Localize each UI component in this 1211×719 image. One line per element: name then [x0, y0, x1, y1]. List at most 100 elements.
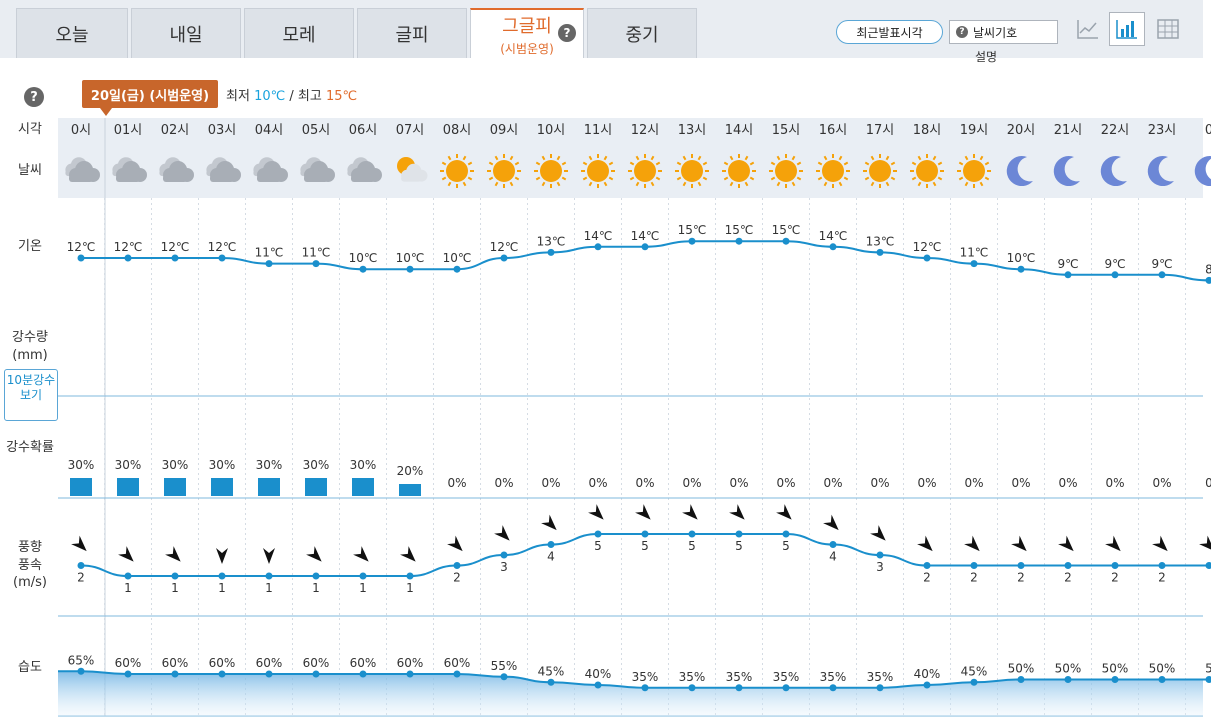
chart-help-icon[interactable]: ?: [24, 87, 44, 107]
sun-part: [775, 160, 797, 182]
sunny-icon: [487, 154, 521, 188]
wind-arrow-shape: [682, 504, 698, 520]
wind-arrow-icon: [823, 514, 839, 531]
night-icon: [1100, 156, 1127, 187]
day-badge: 20일(금) (시범운영): [82, 80, 218, 116]
sun-ray: [749, 176, 755, 181]
wind-point: [1017, 562, 1025, 569]
sun-ray: [911, 176, 917, 181]
tab-3days[interactable]: 글피: [357, 8, 467, 58]
sun-ray: [462, 155, 467, 161]
temperature-point: [1017, 265, 1025, 273]
recent-release-button[interactable]: 최근발표시각: [836, 20, 943, 44]
wind-point: [594, 530, 602, 538]
help-icon[interactable]: ?: [558, 24, 576, 42]
sun-ray: [441, 161, 447, 166]
humidity-label: 5: [1205, 662, 1211, 676]
wind-arrow-icon: [917, 535, 933, 552]
temperature-point: [1111, 271, 1119, 279]
hour-label: 04시: [255, 123, 284, 138]
sun-ray: [635, 155, 640, 161]
line-chart-icon[interactable]: [1070, 12, 1106, 46]
wind-point: [1158, 562, 1166, 569]
wind-speed-label: 5: [735, 539, 743, 553]
wind-arrow-shape: [635, 504, 651, 520]
temperature-point: [923, 254, 931, 262]
sun-ray: [964, 181, 969, 187]
precip-unit: (mm): [12, 347, 48, 363]
pop-label: 0%: [776, 476, 795, 490]
sun-ray: [984, 176, 990, 181]
wind-point: [171, 572, 179, 580]
wind-speed-label: 2: [1111, 571, 1119, 585]
humidity-point: [1111, 676, 1119, 683]
wind-speed-label: 5: [594, 539, 602, 553]
cloud-part: [257, 175, 281, 182]
temperature-point: [312, 260, 320, 268]
temperature-point: [171, 254, 179, 262]
cloud-part: [304, 175, 328, 182]
wind-arrow-shape: [216, 548, 228, 564]
pop-label: 0%: [1011, 476, 1030, 490]
temperature-label: 12℃: [67, 240, 96, 254]
cloudy-icon: [206, 157, 241, 182]
temperature-point: [500, 254, 508, 262]
humidity-label: 50%: [1102, 662, 1129, 676]
temperature-label: 12℃: [208, 240, 237, 254]
sun-ray: [509, 155, 514, 161]
temperature-point: [406, 265, 414, 273]
tab-today[interactable]: 오늘: [16, 8, 128, 58]
temperature-point: [124, 254, 132, 262]
sunny-icon: [816, 154, 850, 188]
wind-point: [547, 541, 555, 548]
wind-point: [829, 541, 837, 548]
table-icon[interactable]: [1150, 12, 1186, 46]
bar-chart-icon[interactable]: [1109, 12, 1145, 46]
hour-label: 01시: [114, 123, 143, 138]
wind-arrow-shape: [263, 548, 275, 564]
min-temp-value: 10℃: [254, 89, 286, 104]
humidity-label: 50%: [1149, 662, 1176, 676]
row-label-time: 시각: [18, 122, 42, 137]
sun-ray: [723, 161, 729, 166]
tab-midterm[interactable]: 중기: [587, 8, 697, 58]
wind-speed-label: 5: [688, 539, 696, 553]
tab-tomorrow[interactable]: 내일: [131, 8, 241, 58]
pop-bar: [305, 478, 327, 496]
ten-min-precip-button[interactable]: 10분강수보기: [4, 369, 58, 421]
sunny-icon: [581, 154, 615, 188]
weather-symbol-button[interactable]: ? 날씨기호: [949, 20, 1058, 44]
pop-bar: [211, 478, 233, 496]
wind-point: [265, 572, 273, 580]
humidity-label: 40%: [585, 667, 612, 681]
sun-part: [963, 160, 985, 182]
cloudy-icon: [253, 157, 288, 182]
wind-speed-label: 3: [500, 560, 508, 574]
night-icon: [1194, 156, 1211, 187]
tab-day-after[interactable]: 모레: [244, 8, 354, 58]
sun-ray: [890, 161, 896, 166]
sunny-icon: [957, 154, 991, 188]
wind-arrow-shape: [1105, 535, 1121, 552]
weather-symbol-desc: 설명: [975, 50, 998, 64]
cloud-part: [351, 175, 375, 182]
sun-ray: [655, 176, 661, 181]
wind-point: [312, 572, 320, 580]
humidity-point: [970, 678, 978, 686]
hour-label: 0시: [71, 123, 91, 138]
wind-arrow-icon: [400, 546, 416, 562]
partly-cloudy-icon: [397, 157, 428, 182]
sun-ray: [838, 181, 843, 187]
sun-ray: [843, 161, 849, 166]
tab-4days[interactable]: 그글피 (시범운영): [470, 8, 584, 58]
hour-label: 02시: [161, 123, 190, 138]
wind-arrow-icon: [216, 548, 228, 564]
humidity-point: [359, 670, 367, 678]
humidity-point: [1205, 676, 1211, 683]
humidity-label: 35%: [632, 670, 659, 684]
sun-part: [493, 160, 515, 182]
sun-ray: [791, 155, 796, 161]
sun-ray: [729, 181, 734, 187]
sun-ray: [776, 155, 781, 161]
sunny-icon: [628, 154, 662, 188]
